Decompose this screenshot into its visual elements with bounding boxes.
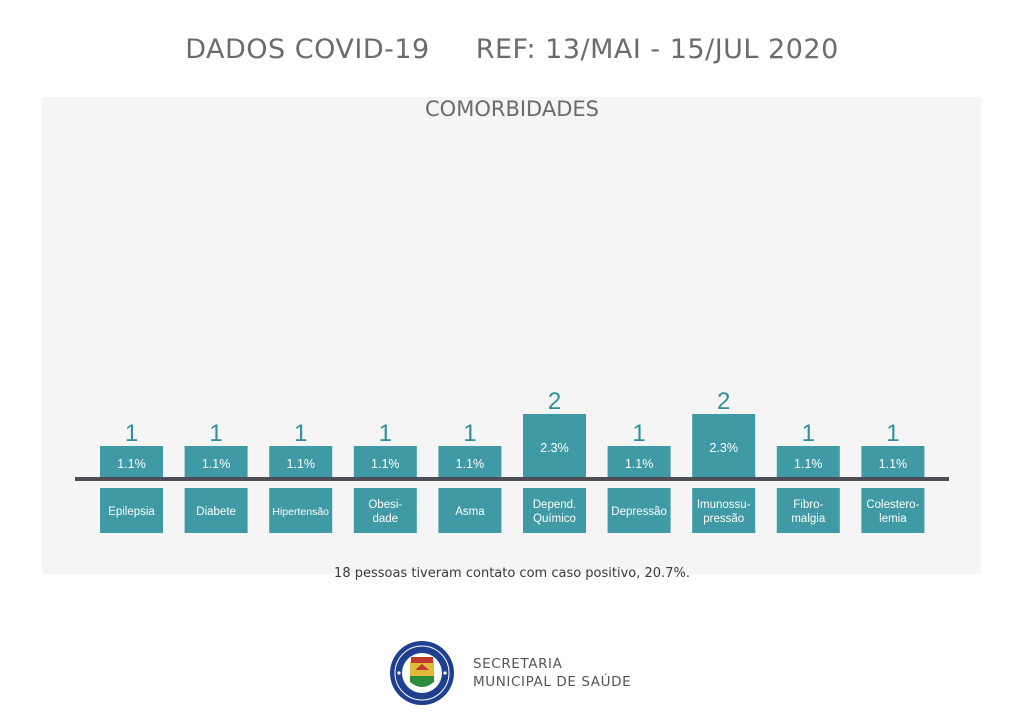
bar-value-label: 1 (379, 420, 392, 447)
category-label: Depend. (533, 499, 576, 511)
contact-footnote: 18 pessoas tiveram contato com caso posi… (334, 566, 690, 581)
category-label: malgia (791, 513, 825, 525)
bar-percent-label: 1.1% (371, 457, 400, 471)
bar (607, 446, 671, 478)
bar (184, 446, 248, 478)
category-box (100, 488, 163, 533)
bar-percent-label: 1.1% (286, 457, 315, 471)
organization-line-2: MUNICIPAL DE SAÚDE (473, 674, 632, 690)
category-label: Depressão (611, 506, 667, 518)
bar (776, 446, 840, 478)
category-label: Colestero- (866, 499, 919, 511)
bar-value-label: 1 (463, 420, 476, 447)
bar-value-label: 2 (717, 388, 730, 415)
bar-value-label: 1 (294, 420, 307, 447)
category-box (184, 488, 248, 533)
category-box (269, 488, 333, 533)
bar-percent-label: 1.1% (456, 457, 485, 471)
bar-value-label: 1 (125, 420, 138, 447)
bar-percent-label: 1.1% (625, 457, 654, 471)
report-title: DADOS COVID-19 (185, 34, 430, 65)
footer: SECRETARIA MUNICIPAL DE SAÚDE (389, 640, 631, 706)
bar-value-label: 1 (209, 420, 222, 447)
bar-percent-label: 2.3% (709, 441, 738, 455)
bar (692, 414, 756, 478)
organization-name: SECRETARIA MUNICIPAL DE SAÚDE (473, 655, 631, 691)
category-label: Obesi- (368, 499, 402, 511)
category-box (861, 488, 925, 533)
bar (861, 446, 925, 478)
bar-value-label: 1 (886, 420, 899, 447)
category-label: Químico (533, 513, 576, 525)
bar-percent-label: 1.1% (202, 457, 231, 471)
category-box (523, 488, 586, 533)
organization-line-1: SECRETARIA (473, 656, 563, 672)
bar-percent-label: 1.1% (879, 457, 908, 471)
chart-title: COMORBIDADES (425, 97, 599, 121)
category-label: Epilepsia (108, 506, 155, 518)
bar (100, 446, 163, 478)
bar (269, 446, 333, 478)
category-box (776, 488, 840, 533)
category-label: Hipertensão (272, 506, 329, 518)
category-label: dade (373, 513, 399, 525)
bar (353, 446, 417, 478)
report-reference-period: REF: 13/MAI - 15/JUL 2020 (475, 34, 839, 65)
category-box (353, 488, 417, 533)
report-header: DADOS COVID-19 REF: 13/MAI - 15/JUL 2020 (0, 34, 1024, 65)
category-label: Asma (455, 506, 485, 518)
category-box (438, 488, 502, 533)
bar-value-label: 1 (632, 420, 645, 447)
category-label: lemia (879, 513, 907, 525)
bar-value-label: 1 (802, 420, 815, 447)
bar-percent-label: 2.3% (540, 441, 569, 455)
bar-percent-label: 1.1% (117, 457, 146, 471)
category-label: Imunossu- (697, 499, 751, 511)
bar (438, 446, 502, 478)
category-box (607, 488, 671, 533)
category-label: pressão (703, 513, 744, 525)
bar (523, 414, 586, 478)
category-box (692, 488, 756, 533)
category-label: Fibro- (793, 499, 823, 511)
category-label: Diabete (196, 506, 236, 518)
bar-percent-label: 1.1% (794, 457, 823, 471)
municipal-seal-logo (390, 641, 454, 705)
bar-value-label: 2 (548, 388, 561, 415)
